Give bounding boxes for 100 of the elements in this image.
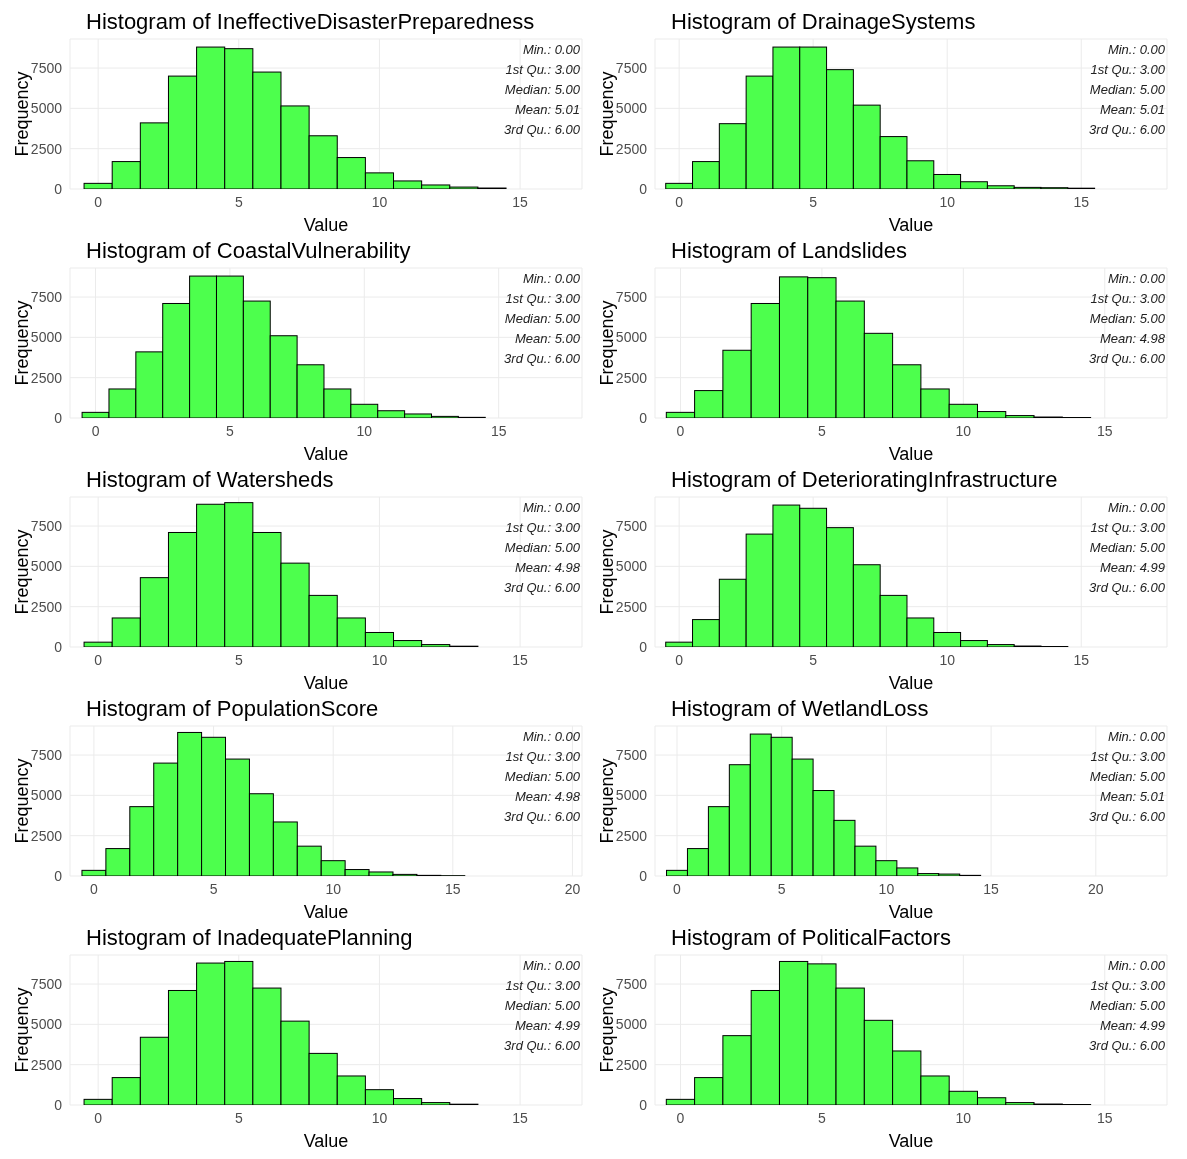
y-tick-label: 2500: [615, 369, 648, 386]
chart-title: Histogram of InadequatePlanning: [85, 924, 414, 951]
annotation: 3rd Qu.: 6.00: [504, 121, 580, 139]
y-tick-label: 0: [54, 409, 63, 426]
x-tick-label: 5: [818, 422, 826, 439]
annotation: 3rd Qu.: 6.00: [504, 579, 580, 597]
x-tick-label: 5: [209, 880, 218, 897]
y-tick-label: 0: [639, 638, 648, 655]
x-tick-label: 15: [490, 422, 507, 439]
annotation: Mean: 4.99: [1098, 1017, 1165, 1035]
x-tick-label: 0: [94, 1109, 103, 1126]
x-tick-label: 10: [371, 193, 388, 210]
annotation: 3rd Qu.: 6.00: [1089, 121, 1165, 139]
y-axis-title: Frequency: [597, 71, 618, 157]
x-tick-label: 5: [809, 193, 818, 210]
annotation: Min.: 0.00: [521, 270, 580, 288]
x-tick-label: 15: [1073, 651, 1090, 668]
x-axis-title: Value: [303, 215, 349, 235]
annotation: 1st Qu.: 3.00: [504, 977, 580, 995]
annotation: 1st Qu.: 3.00: [504, 290, 580, 308]
y-tick-label: 7500: [30, 60, 63, 76]
chart-title: Histogram of DrainageSystems: [670, 8, 977, 35]
x-tick-label: 5: [777, 880, 786, 897]
chart-title: Histogram of PopulationScore: [85, 695, 380, 722]
annotation: Mean: 4.98: [513, 788, 580, 806]
y-tick-label: 7500: [30, 976, 63, 992]
x-axis-title: Value: [303, 444, 349, 464]
annotation: 1st Qu.: 3.00: [1089, 61, 1165, 79]
y-tick-label: 0: [639, 867, 648, 884]
annotation: Mean: 5.01: [1098, 101, 1165, 119]
y-axis-title: Frequency: [12, 71, 33, 157]
y-tick-label: 0: [54, 1096, 63, 1113]
annotation: Mean: 5.01: [1098, 788, 1165, 806]
y-axis-title: Frequency: [597, 529, 618, 615]
y-tick-label: 7500: [615, 60, 648, 76]
y-axis-title: Frequency: [597, 758, 618, 844]
y-tick-label: 0: [639, 1096, 648, 1113]
y-tick-label: 7500: [615, 289, 648, 305]
annotation: 3rd Qu.: 6.00: [1089, 579, 1165, 597]
annotation: Median: 5.00: [1089, 310, 1165, 328]
y-axis-title: Frequency: [597, 987, 618, 1073]
y-tick-label: 2500: [615, 140, 648, 157]
annotation: Median: 5.00: [504, 768, 580, 786]
y-tick-label: 0: [54, 638, 63, 655]
y-axis-title: Frequency: [12, 300, 33, 386]
y-tick-label: 2500: [30, 140, 63, 157]
annotation: Min.: 0.00: [521, 499, 580, 517]
x-tick-label: 0: [673, 880, 682, 897]
x-tick-label: 15: [1096, 1109, 1113, 1126]
annotation: Min.: 0.00: [1106, 270, 1165, 288]
y-tick-label: 5000: [615, 100, 648, 117]
annotation: 1st Qu.: 3.00: [1089, 748, 1165, 766]
annotation: Min.: 0.00: [1106, 499, 1165, 517]
y-tick-label: 2500: [30, 598, 63, 615]
x-tick-label: 15: [1073, 193, 1090, 210]
x-tick-label: 10: [955, 1109, 972, 1126]
x-tick-label: 0: [94, 651, 103, 668]
y-tick-label: 7500: [615, 976, 648, 992]
x-tick-label: 10: [356, 422, 373, 439]
x-tick-label: 15: [1096, 422, 1113, 439]
y-tick-label: 5000: [30, 100, 63, 117]
chart-title: Histogram of Watersheds: [85, 466, 335, 493]
annotation: Min.: 0.00: [1106, 957, 1165, 975]
annotation: 3rd Qu.: 6.00: [504, 1037, 580, 1055]
annotation: Median: 5.00: [504, 81, 580, 99]
x-axis-title: Value: [888, 215, 934, 235]
x-axis-title: Value: [303, 1131, 349, 1151]
annotation: 1st Qu.: 3.00: [504, 748, 580, 766]
annotation: Min.: 0.00: [1106, 728, 1165, 746]
annotation: 3rd Qu.: 6.00: [504, 350, 580, 368]
chart-title: Histogram of Landslides: [670, 237, 908, 264]
annotation: Min.: 0.00: [521, 41, 580, 59]
y-axis-title: Frequency: [597, 300, 618, 386]
annotation: 1st Qu.: 3.00: [1089, 290, 1165, 308]
annotation: Min.: 0.00: [1106, 41, 1165, 59]
x-axis-title: Value: [888, 902, 934, 922]
y-tick-label: 2500: [615, 598, 648, 615]
y-tick-label: 2500: [30, 827, 63, 844]
x-tick-label: 5: [226, 422, 235, 439]
annotation: Median: 5.00: [1089, 768, 1165, 786]
y-tick-label: 5000: [30, 1016, 63, 1033]
x-tick-label: 15: [445, 880, 461, 897]
chart-title: Histogram of DeterioratingInfrastructure: [670, 466, 1059, 493]
y-tick-label: 0: [639, 409, 648, 426]
x-tick-label: 5: [234, 651, 243, 668]
x-tick-label: 0: [675, 193, 684, 210]
x-tick-label: 15: [512, 1109, 529, 1126]
x-axis-title: Value: [888, 444, 934, 464]
annotation: 1st Qu.: 3.00: [1089, 977, 1165, 995]
annotation: Min.: 0.00: [521, 957, 580, 975]
y-tick-label: 5000: [615, 1016, 648, 1033]
x-tick-label: 15: [983, 880, 1000, 897]
chart-title: Histogram of IneffectiveDisasterPreparedness: [85, 8, 536, 35]
y-tick-label: 5000: [615, 787, 648, 804]
x-tick-label: 10: [955, 422, 972, 439]
x-tick-label: 10: [939, 193, 956, 210]
annotation: Mean: 4.99: [513, 1017, 580, 1035]
x-tick-label: 0: [676, 422, 685, 439]
annotation: 3rd Qu.: 6.00: [1089, 350, 1165, 368]
x-tick-label: 10: [371, 1109, 388, 1126]
